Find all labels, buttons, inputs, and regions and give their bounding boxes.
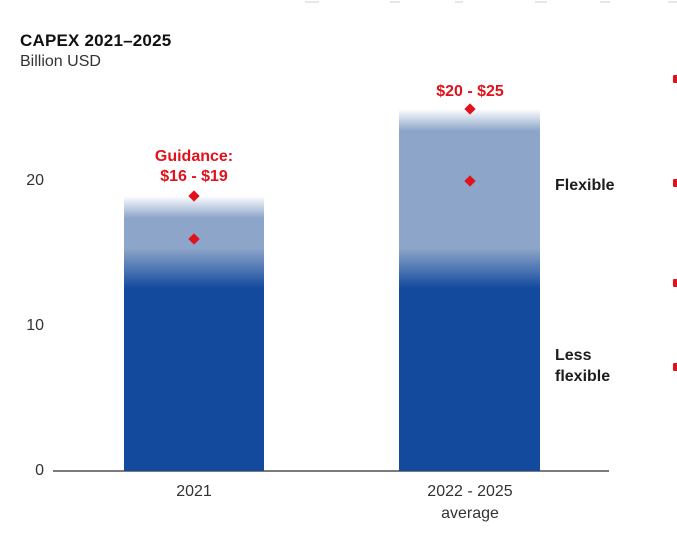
category-label-2021: 2021 bbox=[176, 483, 212, 500]
guidance-label-2022-2025: $20 - $25 bbox=[436, 83, 504, 100]
cropped-text-remnant bbox=[390, 1, 400, 3]
chart-title: CAPEX 2021–2025 bbox=[20, 31, 172, 50]
cropped-text-remnant bbox=[600, 1, 610, 3]
bar-2022-2025-average bbox=[399, 108, 540, 471]
category-label-2022-2025-average: 2022 - 2025 average bbox=[427, 483, 513, 523]
chart-unit-label: Billion USD bbox=[20, 53, 101, 70]
cropped-text-remnant bbox=[668, 1, 677, 3]
cropped-text-remnant bbox=[535, 1, 547, 3]
x-axis-line bbox=[53, 470, 609, 472]
segment-label-less-flexible: Less flexible bbox=[555, 347, 611, 385]
segment-label-flexible: Flexible bbox=[555, 177, 615, 194]
cropped-text-remnant bbox=[455, 1, 463, 3]
clipped-bullet-icon bbox=[673, 279, 677, 287]
guidance-label-2021: Guidance: $16 - $19 bbox=[154, 148, 234, 185]
clipped-bullet-icon bbox=[673, 363, 677, 371]
y-tick-20: 20 bbox=[26, 172, 44, 189]
y-tick-0: 0 bbox=[35, 462, 44, 479]
clipped-bullet-icon bbox=[673, 75, 677, 83]
clipped-bullet-icon bbox=[673, 179, 677, 187]
cropped-text-remnant bbox=[305, 1, 319, 3]
y-tick-10: 10 bbox=[26, 317, 44, 334]
